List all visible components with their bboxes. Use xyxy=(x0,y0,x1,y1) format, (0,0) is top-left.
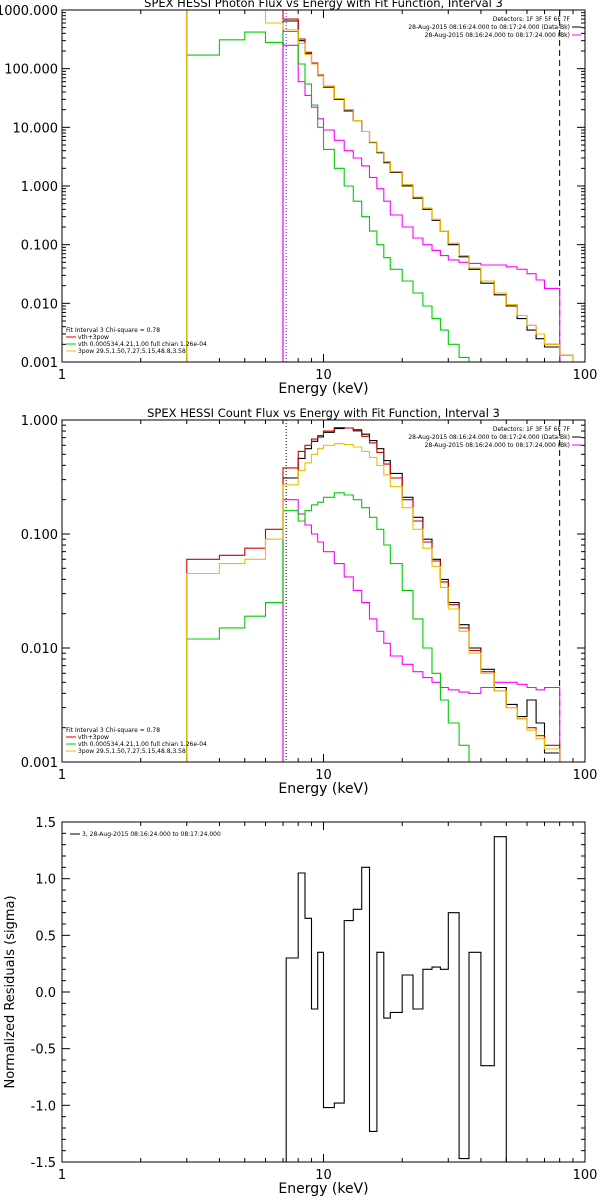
y-tick-label: 0.100 xyxy=(21,239,58,254)
legend-text: Detectors: 1F 3F 5F 6F 7F xyxy=(493,426,571,433)
legend-text: 28-Aug-2015 08:16:24.000 to 08:17:24.000… xyxy=(425,442,570,449)
x-tick-label: 100 xyxy=(573,768,598,783)
series-line-1 xyxy=(282,20,573,362)
chart-panel-2: SPEX HESSI Count Flux vs Energy with Fit… xyxy=(21,406,598,797)
x-tick-label: 1 xyxy=(58,768,66,783)
legend-text: 28-Aug-2015 08:16:24.000 to 08:17:24.000… xyxy=(408,434,570,441)
y-tick-label: -0.5 xyxy=(31,1043,56,1058)
legend-text: 3, 28-Aug-2015 08:16:24.000 to 08:17:24.… xyxy=(82,831,221,838)
series-line-2 xyxy=(282,44,573,362)
legend-text: vth+3pow xyxy=(78,734,109,741)
plot-area xyxy=(285,836,507,1162)
plot-frame xyxy=(61,9,586,363)
y-tick-label: 0.010 xyxy=(21,642,58,657)
y-tick-label: 1.000 xyxy=(21,180,58,195)
legend-bottom-left: Fit Interval 3 Chi-square = 0.78vth+3pow… xyxy=(66,327,207,355)
x-tick-label: 10 xyxy=(315,368,332,383)
series-line-4 xyxy=(186,30,470,362)
x-tick-label: 100 xyxy=(573,1168,598,1183)
y-tick-label: -1.0 xyxy=(31,1099,56,1114)
y-tick-label: 0.0 xyxy=(35,986,56,1001)
legend-text: vth 0.000534,4.21,1.00 full chian 1.26e-… xyxy=(78,341,207,348)
legend-text: 3pow 29.5,1.50,7.27,5.15,48.8,3.58 xyxy=(78,748,186,755)
y-axis: 1.5 1.0 0.5 0.0 -0.5 -1.0 -1.5 xyxy=(31,816,585,1171)
x-axis: 1 10 100 xyxy=(58,420,598,783)
series-line-2 xyxy=(282,499,561,762)
series-line-3 xyxy=(186,10,585,362)
y-tick-label: 0.010 xyxy=(21,297,58,312)
series-line-5 xyxy=(186,443,561,762)
y-tick-label: 10.000 xyxy=(13,121,59,136)
x-axis-label: Energy (keV) xyxy=(278,381,368,397)
y-tick-label: 0.001 xyxy=(21,756,58,771)
legend: 3, 28-Aug-2015 08:16:24.000 to 08:17:24.… xyxy=(70,831,221,838)
plot-area xyxy=(186,420,561,762)
x-axis-label: Energy (keV) xyxy=(278,781,368,797)
y-tick-label: 0.100 xyxy=(21,528,58,543)
legend-text: vth+3pow xyxy=(78,334,109,341)
y-tick-label: 0.001 xyxy=(21,356,58,371)
x-axis: 1 10 100 xyxy=(58,822,598,1183)
legend-text: 28-Aug-2015 08:16:24.000 to 08:17:24.000… xyxy=(425,32,570,39)
series-line-1 xyxy=(282,427,561,762)
chart-panel-1: SPEX HESSI Photon Flux vs Energy with Fi… xyxy=(0,0,597,397)
plot-frame xyxy=(61,821,586,1163)
chart-title: SPEX HESSI Photon Flux vs Energy with Fi… xyxy=(144,0,503,10)
y-tick-label: 0.5 xyxy=(35,929,56,944)
y-tick-label: 1000.000 xyxy=(0,4,58,19)
legend-text: Detectors: 1F 3F 5F 6F 7F xyxy=(493,16,571,23)
x-tick-label: 10 xyxy=(315,1168,332,1183)
y-tick-label: 1.000 xyxy=(21,414,58,429)
legend-text: 28-Aug-2015 08:16:24.000 to 08:17:24.000… xyxy=(408,24,570,31)
y-tick-label: 1.5 xyxy=(35,816,56,831)
series-line-4 xyxy=(186,492,481,762)
plot-frame xyxy=(61,419,586,763)
legend-text: Fit Interval 3 Chi-square = 0.78 xyxy=(66,727,160,734)
chart-panel-3: 1 10 100 Energy (keV) 1.5 1.0 0.5 0.0 -0.5 -1.0 -1… xyxy=(3,816,597,1197)
chart-title: SPEX HESSI Count Flux vs Energy with Fit… xyxy=(147,406,500,420)
legend-text: Fit Interval 3 Chi-square = 0.78 xyxy=(66,327,160,334)
y-axis: 1.000 0.100 0.010 0.001 xyxy=(21,414,585,771)
x-tick-label: 10 xyxy=(315,768,332,783)
x-tick-label: 1 xyxy=(58,368,66,383)
x-tick-label: 1 xyxy=(58,1168,66,1183)
y-axis: 1000.000 100.000 10.000 1.000 0.100 0.010 0.00… xyxy=(0,4,585,371)
y-tick-label: -1.5 xyxy=(31,1156,56,1171)
y-axis-label: Normalized Residuals (sigma) xyxy=(3,895,18,1088)
legend-text: 3pow 29.5,1.50,7.27,5.15,48.8,3.58 xyxy=(78,348,186,355)
series-line-3 xyxy=(186,426,561,762)
series-line-1 xyxy=(285,836,507,1162)
y-tick-label: 1.0 xyxy=(35,873,56,888)
legend-bottom-left: Fit Interval 3 Chi-square = 0.78vth+3pow… xyxy=(66,727,207,755)
legend-text: vth 0.000534,4.21,1.00 full chian 1.26e-… xyxy=(78,741,207,748)
x-axis-label: Energy (keV) xyxy=(278,1181,368,1197)
series-line-5 xyxy=(186,10,585,362)
plot-area xyxy=(186,10,585,362)
y-tick-label: 100.000 xyxy=(4,63,58,78)
x-tick-label: 100 xyxy=(573,368,598,383)
